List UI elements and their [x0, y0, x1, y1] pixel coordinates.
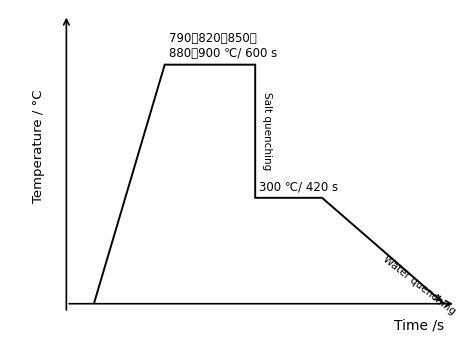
- Text: Salt quenching: Salt quenching: [262, 92, 272, 170]
- Text: 300 ℃/ 420 s: 300 ℃/ 420 s: [259, 180, 338, 193]
- Text: 790、820、850、
880、900 ℃/ 600 s: 790、820、850、 880、900 ℃/ 600 s: [169, 32, 277, 60]
- Text: Water quenching: Water quenching: [381, 254, 457, 316]
- Text: Time /s: Time /s: [394, 319, 444, 333]
- Text: Temperature / °C: Temperature / °C: [32, 90, 46, 203]
